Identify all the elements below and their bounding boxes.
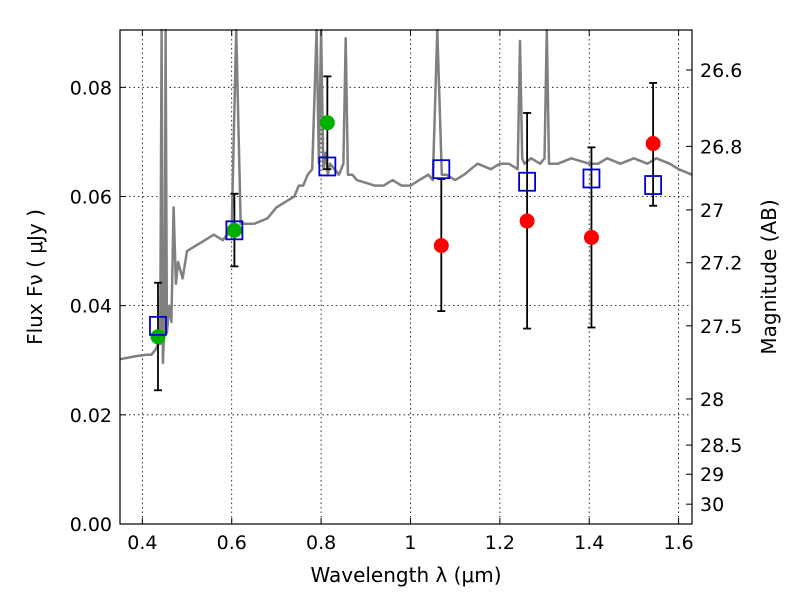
grid-layer: [120, 30, 692, 525]
x-tick-label: 1.2: [485, 532, 515, 554]
y2-tick-label: 29: [700, 464, 724, 486]
x-tick-label: 1: [404, 532, 416, 554]
y-tick-label: 0.02: [70, 405, 112, 427]
y2-tick-label: 26.6: [700, 60, 742, 82]
y2-tick-label: 27: [700, 200, 724, 222]
y2-tick-label: 30: [700, 494, 724, 516]
marker-layer: [149, 115, 663, 345]
data-point: [226, 222, 242, 238]
y-tick-label: 0.04: [70, 296, 112, 318]
x-axis-label: Wavelength λ (μm): [310, 563, 501, 587]
y2-tick-label: 27.5: [700, 316, 742, 338]
x-tick-label: 1.6: [663, 532, 693, 554]
model-photometry-box: [225, 220, 244, 241]
y2-tick-label: 28.5: [700, 435, 742, 457]
plot-frame: [119, 29, 693, 525]
y2-tick-label: 28: [700, 389, 724, 411]
model-spectrum-layer: [119, 28, 693, 365]
data-point: [319, 115, 335, 131]
model-photometry-box: [432, 159, 451, 180]
y2-tick-label: 26.8: [700, 136, 742, 158]
y-tick-label: 0.06: [70, 186, 112, 208]
data-point: [583, 229, 599, 245]
model-photometry-box: [518, 171, 537, 192]
y2-axis-label: Magnitude (AB): [757, 199, 781, 354]
model-photometry-box: [582, 168, 601, 189]
data-point: [150, 329, 166, 345]
x-tick-label: 1.4: [574, 532, 604, 554]
model-photometry-box: [644, 175, 663, 195]
y-tick-label: 0.08: [70, 77, 112, 99]
model-spectrum-line: [119, 28, 693, 365]
model-photometry-box: [318, 156, 337, 177]
data-point: [433, 238, 449, 254]
model-photometry-box: [149, 315, 167, 336]
axis-layer: 0.4 0.6 0.8 1 1.2 1.4 1.6 0.00 0.02 0.04 0.06 0.08 2…: [70, 30, 742, 554]
data-point: [519, 213, 535, 229]
y-axis-label: Flux Fν ( μJy ): [23, 209, 47, 345]
y-tick-label: 0.00: [70, 514, 112, 536]
data-point: [645, 136, 661, 152]
y2-tick-label: 27.2: [700, 253, 742, 275]
x-tick-label: 0.8: [306, 532, 336, 554]
x-tick-label: 0.4: [127, 532, 157, 554]
x-tick-label: 0.6: [217, 532, 247, 554]
